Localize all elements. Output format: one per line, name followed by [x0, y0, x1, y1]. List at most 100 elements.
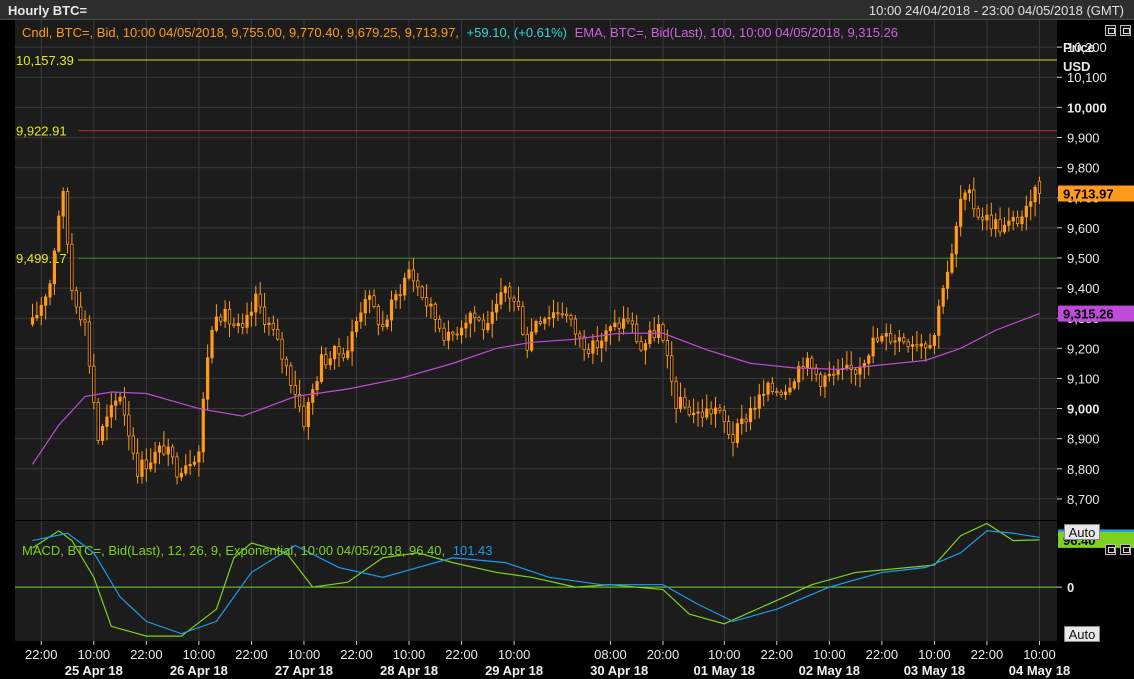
- candle-body: [315, 381, 319, 391]
- candle-body: [254, 293, 258, 313]
- price-panel-maximize-icon[interactable]: [1120, 25, 1131, 36]
- price-tick-label: 9,400: [1067, 281, 1100, 296]
- candle-body: [858, 366, 862, 375]
- candle-body: [1037, 180, 1042, 194]
- price-panel-restore-icon[interactable]: [1105, 25, 1116, 36]
- candle-body: [372, 295, 376, 307]
- macd-panel-restore-icon[interactable]: [1105, 544, 1116, 555]
- candle-body: [661, 323, 665, 341]
- candle-body: [551, 312, 556, 319]
- time-tick-label: 22:00: [235, 647, 268, 662]
- date-tick-label: 27 Apr 18: [275, 663, 333, 678]
- reference-line-label: 9,922.91: [16, 124, 67, 139]
- price-tick-label: 8,900: [1067, 432, 1100, 447]
- candle-body: [727, 421, 731, 436]
- candle-body: [188, 463, 192, 467]
- candle-body: [276, 329, 280, 340]
- candle-body: [919, 343, 923, 347]
- window-titlebar: Hourly BTC= 10:00 24/04/2018 - 23:00 04/…: [0, 0, 1134, 20]
- candle-body: [643, 343, 648, 351]
- candle-body: [157, 445, 162, 453]
- candle-body: [543, 318, 547, 324]
- candle-body: [35, 315, 39, 319]
- candle-body: [735, 423, 739, 444]
- candle-body: [534, 321, 538, 333]
- price-auto-scale-button[interactable]: Auto: [1064, 524, 1100, 540]
- time-tick-label: 10:00: [78, 647, 111, 662]
- candle-body: [582, 336, 586, 351]
- candle-body: [232, 323, 236, 326]
- candle-body: [468, 312, 472, 324]
- macd-legend-text: MACD, BTC=, Bid(Last), 12, 26, 9, Expone…: [22, 543, 445, 558]
- time-tick-label: 22:00: [130, 647, 163, 662]
- candle-body: [381, 324, 385, 327]
- candle-body: [135, 452, 140, 477]
- candle-body: [114, 400, 118, 406]
- ema-line: [32, 313, 1040, 465]
- candle-body: [455, 333, 459, 336]
- candle-body: [175, 456, 179, 478]
- candle-body: [70, 243, 74, 291]
- candle-body: [722, 409, 726, 422]
- candle-body: [280, 338, 284, 360]
- date-tick-label: 25 Apr 18: [65, 663, 123, 678]
- candle-body: [44, 296, 48, 306]
- time-range[interactable]: 10:00 24/04/2018 - 23:00 04/05/2018 (GMT…: [868, 3, 1124, 18]
- candle-body: [206, 357, 210, 400]
- candle-body: [556, 312, 560, 315]
- candle-body: [521, 306, 525, 335]
- candle-body: [219, 316, 223, 322]
- time-tick-label: 20:00: [647, 647, 680, 662]
- candle-body: [87, 321, 92, 367]
- candle-body: [674, 380, 678, 410]
- candle-body: [985, 214, 989, 221]
- time-tick-label: 08:00: [594, 647, 627, 662]
- macd-tick-label: 0: [1067, 580, 1074, 595]
- candle-body: [994, 219, 998, 230]
- candle-body: [779, 391, 783, 395]
- candle-body: [670, 355, 674, 382]
- time-tick-label: 10:00: [393, 647, 426, 662]
- candle-body: [538, 321, 542, 324]
- time-tick-label: 10:00: [288, 647, 321, 662]
- candle-body: [578, 333, 582, 338]
- candle-body: [836, 369, 840, 375]
- candle-body: [740, 418, 744, 425]
- time-tick-label: 22:00: [445, 647, 478, 662]
- macd-panel-maximize-icon[interactable]: [1120, 544, 1131, 555]
- date-tick-label: 03 May 18: [904, 663, 965, 678]
- candle-body: [748, 408, 753, 423]
- candle-body: [718, 407, 722, 411]
- time-tick-label: 22:00: [971, 647, 1004, 662]
- candle-body: [512, 297, 516, 302]
- candle-body: [832, 373, 836, 376]
- candle-body: [481, 319, 486, 331]
- candle-body: [595, 340, 599, 349]
- candle-body: [100, 426, 105, 441]
- candle-body: [122, 396, 127, 416]
- candle-body: [324, 354, 328, 366]
- candle-body: [1029, 201, 1033, 207]
- candle-body: [184, 465, 188, 474]
- candle-body: [267, 322, 271, 325]
- candle-body: [162, 445, 166, 455]
- candle-body: [473, 312, 477, 319]
- candle-body: [486, 323, 490, 331]
- date-tick-label: 02 May 18: [799, 663, 860, 678]
- candle-body: [910, 344, 915, 347]
- time-tick-label: 10:00: [183, 647, 216, 662]
- candle-body: [214, 316, 218, 331]
- date-tick-label: 04 May 18: [1009, 663, 1070, 678]
- candle-body: [153, 451, 157, 464]
- candle-body: [630, 320, 634, 325]
- candle-body: [79, 306, 83, 321]
- ema-legend: EMA, BTC=, Bid(Last), 100, 10:00 04/05/2…: [575, 25, 898, 40]
- candle-body: [416, 280, 420, 288]
- candle-body: [508, 286, 512, 299]
- time-tick-label: 10:00: [1023, 647, 1056, 662]
- macd-auto-scale-button[interactable]: Auto: [1064, 626, 1100, 642]
- candle-body: [560, 313, 564, 316]
- candle-body: [972, 189, 976, 210]
- candle-body: [438, 318, 442, 329]
- candle-body: [65, 191, 70, 245]
